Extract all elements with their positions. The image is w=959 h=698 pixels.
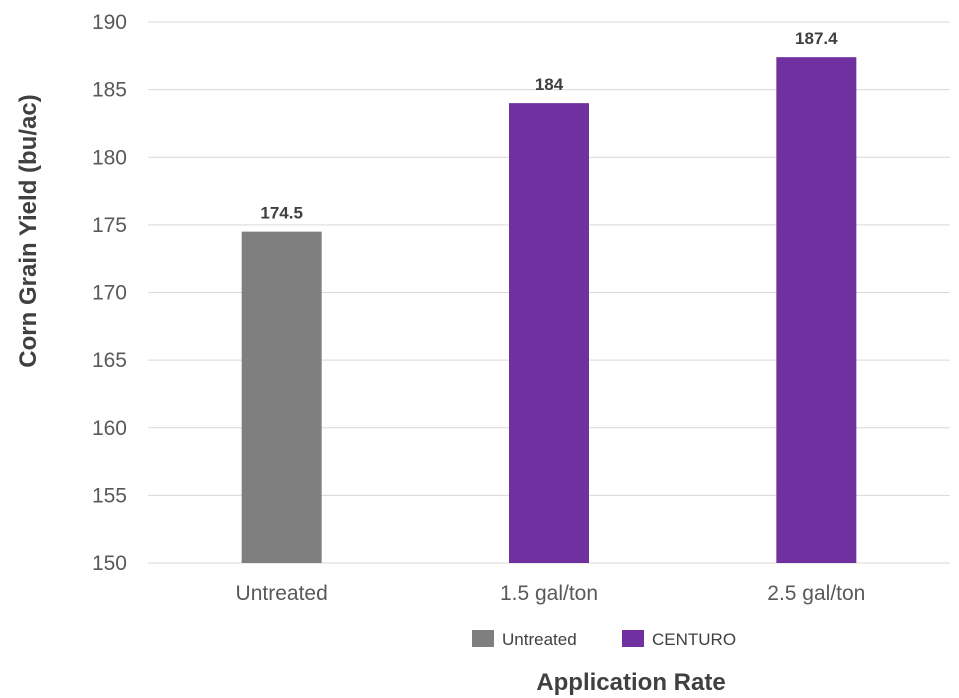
x-axis-title: Application Rate	[536, 669, 725, 696]
bar-2	[776, 57, 857, 563]
data-labels: 174.5 184 187.4	[260, 29, 838, 222]
y-tick-label-160: 160	[92, 417, 127, 440]
y-tick-label-180: 180	[92, 146, 127, 169]
y-tick-label-150: 150	[92, 552, 127, 575]
x-tick-label-2: 2.5 gal/ton	[767, 582, 865, 605]
y-tick-label-170: 170	[92, 282, 127, 305]
y-tick-label-165: 165	[92, 349, 127, 372]
bars	[241, 57, 857, 564]
data-label-0: 174.5	[260, 204, 303, 223]
bar-1	[509, 103, 589, 564]
y-axis-tick-labels: 150 155 160 165 170 175 180 185 190	[92, 11, 127, 575]
data-label-2: 187.4	[795, 29, 838, 48]
x-axis-tick-labels: Untreated 1.5 gal/ton 2.5 gal/ton	[236, 582, 866, 605]
y-tick-label-190: 190	[92, 11, 127, 34]
legend-swatch-untreated	[472, 630, 494, 647]
data-label-1: 184	[535, 75, 564, 94]
legend-label-centuro: CENTURO	[652, 630, 736, 649]
legend-swatch-centuro	[622, 630, 644, 647]
y-axis-title: Corn Grain Yield (bu/ac)	[15, 94, 42, 367]
legend: Untreated CENTURO	[472, 630, 736, 649]
bar-0	[241, 231, 322, 563]
y-tick-label-185: 185	[92, 79, 127, 102]
x-tick-label-1: 1.5 gal/ton	[500, 582, 598, 605]
x-tick-label-0: Untreated	[236, 582, 328, 605]
y-tick-label-155: 155	[92, 484, 127, 507]
legend-label-untreated: Untreated	[502, 630, 577, 649]
y-tick-label-175: 175	[92, 214, 127, 237]
